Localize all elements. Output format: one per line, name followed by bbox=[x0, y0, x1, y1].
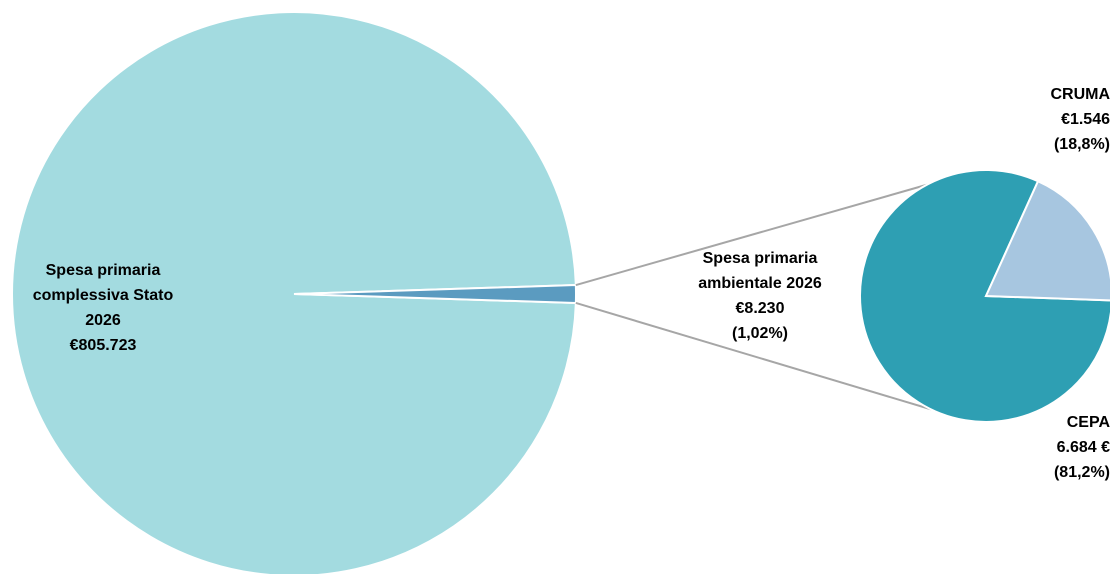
connector-lines bbox=[575, 183, 932, 411]
environmental-spending-label-line-4: (1,02%) bbox=[731, 325, 789, 342]
cepa-label-value: 6.684 € bbox=[1056, 439, 1110, 456]
cruma-label-value: €1.546 bbox=[1061, 111, 1110, 128]
cepa-label-name: CEPA bbox=[1066, 414, 1110, 431]
environmental-spending-label-line-1: Spesa primaria bbox=[702, 250, 818, 267]
main-pie-slice-environmental bbox=[293, 284, 578, 304]
cepa-label: CEPA 6.684 € (81,2%) bbox=[1010, 410, 1110, 485]
total-spending-label-line-3: 2026 bbox=[85, 312, 121, 329]
connector-line-top bbox=[575, 183, 928, 287]
total-spending-label-line-2: complessiva Stato bbox=[32, 287, 174, 304]
breakdown-slice-cruma bbox=[984, 179, 1110, 302]
total-spending-label: Spesa primaria complessiva Stato 2026 €8… bbox=[28, 258, 178, 358]
environmental-spending-label-line-2: ambientale 2026 bbox=[698, 275, 822, 292]
environmental-spending-label: Spesa primaria ambientale 2026 €8.230 (1… bbox=[672, 246, 848, 346]
cruma-label-percent: (18,8%) bbox=[1053, 136, 1110, 153]
cepa-label-percent: (81,2%) bbox=[1053, 464, 1110, 481]
connector-line-bottom bbox=[575, 301, 932, 411]
main-pie-slice-total bbox=[11, 11, 577, 574]
breakdown-pie bbox=[858, 169, 1110, 423]
total-spending-label-line-1: Spesa primaria bbox=[45, 262, 161, 279]
main-pie bbox=[11, 11, 578, 574]
cruma-label: CRUMA €1.546 (18,8%) bbox=[1010, 82, 1110, 157]
cruma-label-name: CRUMA bbox=[1050, 86, 1110, 103]
environmental-spending-label-line-3: €8.230 bbox=[735, 300, 785, 317]
total-spending-label-line-4: €805.723 bbox=[69, 337, 137, 354]
